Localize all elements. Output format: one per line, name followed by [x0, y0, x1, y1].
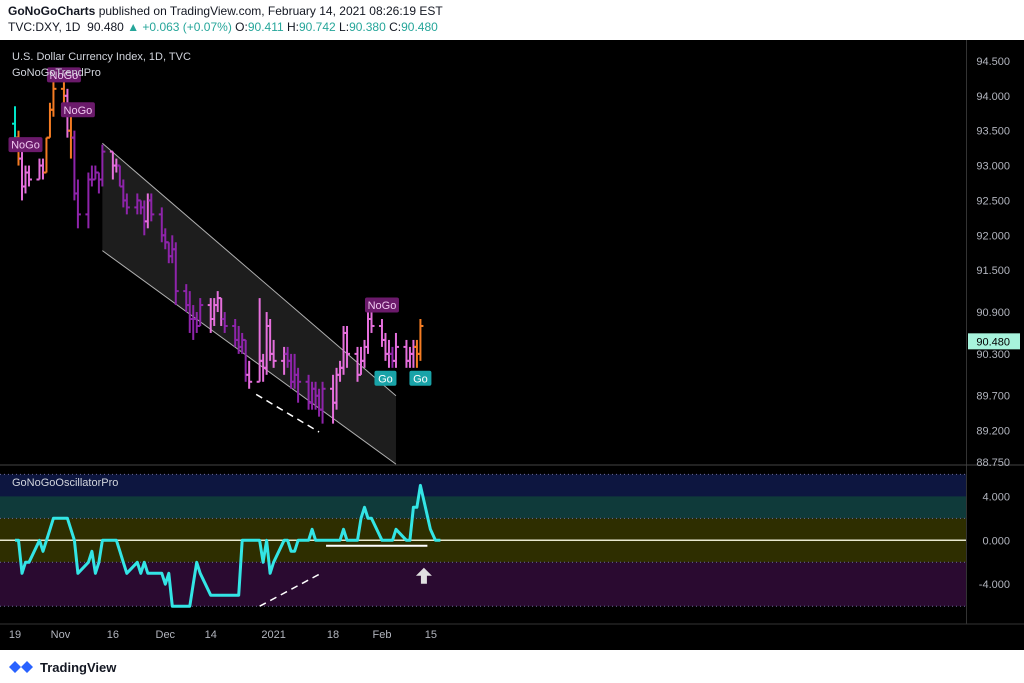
- ohlc-bar[interactable]: [50, 81, 57, 117]
- symbol-label[interactable]: TVC:DXY, 1D: [8, 20, 81, 34]
- low-label: L:: [339, 20, 350, 34]
- change-up-icon: ▲: [127, 20, 140, 34]
- signal-label-text: NoGo: [11, 140, 40, 152]
- ohlc-bar[interactable]: [295, 367, 302, 403]
- tradingview-logo[interactable]: TradingView: [8, 658, 158, 676]
- tradingview-brand: TradingView: [40, 660, 117, 675]
- oscillator-indicator-label[interactable]: GoNoGoOscillatorPro: [12, 477, 118, 489]
- go-signal-label: Go: [374, 370, 397, 386]
- ohlc-bar[interactable]: [417, 319, 424, 361]
- time-axis-tick-label: 14: [205, 629, 217, 641]
- time-axis-tick-label: 15: [425, 629, 437, 641]
- ohlc-bar[interactable]: [246, 360, 253, 389]
- trend-indicator-label[interactable]: GoNoGoTrendPro: [12, 67, 101, 79]
- time-axis-tick-label: 18: [327, 629, 339, 641]
- time-axis-tick-label: Feb: [372, 629, 391, 641]
- ohlc-bar[interactable]: [197, 298, 204, 327]
- open-label: O:: [235, 20, 248, 34]
- chart-title: U.S. Dollar Currency Index, 1D, TVC: [12, 51, 191, 63]
- nogo-signal-label: NoGo: [364, 297, 399, 313]
- ohlc-bar[interactable]: [319, 381, 326, 424]
- tradingview-icon: [9, 661, 33, 673]
- price-axis-tick-label: 92.000: [976, 230, 1010, 242]
- ohlc-bar[interactable]: [99, 144, 106, 187]
- open-value: 90.411: [247, 20, 284, 34]
- signal-label-text: NoGo: [368, 300, 397, 312]
- osc-axis-tick-label: 0.000: [982, 535, 1010, 547]
- published-text: published on TradingView.com, February 1…: [98, 4, 443, 18]
- osc-axis-tick-label: -4.000: [979, 579, 1010, 591]
- high-value: 90.742: [299, 20, 336, 34]
- channel-lower-line[interactable]: [102, 250, 397, 465]
- nogo-signal-label: NoGo: [8, 137, 43, 153]
- low-value: 90.380: [349, 20, 386, 34]
- author-name[interactable]: GoNoGoCharts: [8, 4, 96, 18]
- axes: 94.500 94.000 93.500 93.000 92.500 92.000 91.5…: [0, 40, 1024, 641]
- price-change: +0.063 (+0.07%): [142, 20, 232, 34]
- signal-label-bg: [60, 102, 95, 118]
- footer: TradingView: [0, 650, 1024, 683]
- time-axis-tick-label: 2021: [261, 629, 285, 641]
- nogo-signal-label: NoGo: [46, 67, 81, 83]
- signal-label-text: NoGo: [64, 105, 93, 117]
- signal-label-text: Go: [413, 373, 428, 385]
- time-axis-tick-label: Dec: [156, 629, 176, 641]
- time-axis-tick-label: Nov: [51, 629, 71, 641]
- ohlc-bar[interactable]: [368, 312, 375, 333]
- signal-label-bg: [409, 370, 432, 386]
- price-axis-tick-label: 93.500: [976, 126, 1010, 138]
- time-axis-tick-label: 19: [9, 629, 21, 641]
- price-axis-tick-label: 91.500: [976, 265, 1010, 277]
- signal-label-bg: [374, 370, 397, 386]
- price-axis-tick-label: 89.200: [976, 426, 1010, 438]
- go-signal-label: Go: [409, 370, 432, 386]
- price-axis-tick-label: 90.300: [976, 349, 1010, 361]
- oscillator-pane[interactable]: GoNoGoOscillatorPro: [0, 473, 966, 608]
- price-axis-tick-label: 89.700: [976, 391, 1010, 403]
- signal-label-bg: [364, 297, 399, 313]
- osc-band-go: [0, 496, 966, 519]
- ohlc-bar[interactable]: [25, 165, 32, 187]
- price-axis-tick-label: 94.500: [976, 56, 1010, 68]
- ohlc-bar[interactable]: [344, 325, 351, 368]
- chart-header: GoNoGoCharts published on TradingView.co…: [0, 0, 1024, 40]
- ohlc-bar[interactable]: [123, 193, 130, 215]
- signal-label-text: Go: [378, 373, 393, 385]
- price-axis-tick-label: 90.900: [976, 307, 1010, 319]
- time-axis-tick-label: 16: [107, 629, 119, 641]
- publish-line: GoNoGoCharts published on TradingView.co…: [8, 4, 443, 18]
- last-price-tag-text: 90.480: [976, 336, 1010, 348]
- ohlc-bar[interactable]: [172, 242, 179, 306]
- price-axis-tick-label: 92.500: [976, 195, 1010, 207]
- ohlc-bar[interactable]: [74, 179, 81, 229]
- close-label: C:: [389, 20, 402, 34]
- ohlc-bar[interactable]: [148, 193, 155, 222]
- price-pane[interactable]: NoGo NoGo NoGo NoGo Go Go U.S. Dollar Currency…: [8, 51, 432, 465]
- nogo-signal-label: NoGo: [60, 102, 95, 118]
- price-divergence-line[interactable]: [255, 393, 320, 433]
- quote-line: TVC:DXY, 1D 90.480 ▲ +0.063 (+0.07%) O:9…: [8, 20, 438, 34]
- last-price-tag: [968, 333, 1020, 350]
- osc-axis-tick-label: 4.000: [982, 491, 1010, 503]
- price-axis-tick-label: 88.750: [976, 457, 1010, 469]
- close-value: 90.480: [401, 20, 438, 34]
- price-axis-tick-label: 94.000: [976, 91, 1010, 103]
- chart-canvas[interactable]: NoGo NoGo NoGo NoGo Go Go U.S. Dollar Currency…: [0, 40, 1024, 650]
- ohlc-bar[interactable]: [392, 332, 399, 368]
- oscillator-line[interactable]: [15, 483, 441, 608]
- ohlc-bar[interactable]: [221, 312, 228, 333]
- signal-label-bg: [8, 137, 43, 153]
- last-price: 90.480: [87, 20, 124, 34]
- up-arrow-icon: [415, 567, 432, 584]
- signal-label-text: NoGo: [50, 70, 79, 82]
- high-label: H:: [287, 20, 299, 34]
- ohlc-bar[interactable]: [270, 339, 277, 368]
- price-axis-tick-label: 93.000: [976, 161, 1010, 173]
- signal-label-bg: [46, 67, 81, 83]
- osc-band-nogo: [0, 562, 966, 607]
